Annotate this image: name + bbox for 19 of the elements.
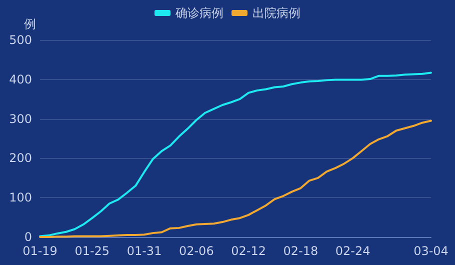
y-axis-title: 例 xyxy=(24,17,36,31)
x-tick-label: 03-04 xyxy=(414,244,448,258)
y-tick-label: 100 xyxy=(9,190,32,205)
x-tick-label: 01-19 xyxy=(22,244,58,258)
y-tick-label: 200 xyxy=(9,151,32,166)
y-tick-label: 500 xyxy=(9,33,32,47)
legend-label: 确诊病例 xyxy=(174,6,224,20)
y-tick-label: 0 xyxy=(24,230,32,244)
x-tick-label: 02-18 xyxy=(283,244,318,258)
x-tick-label: 02-24 xyxy=(335,244,370,258)
x-tick-label: 02-06 xyxy=(178,244,214,258)
x-tick-label: 01-25 xyxy=(74,244,110,258)
legend-label: 出院病例 xyxy=(252,6,300,20)
line-series xyxy=(39,72,432,238)
line-series xyxy=(39,120,432,238)
y-tick-label: 400 xyxy=(9,72,32,86)
x-tick-label: 01-31 xyxy=(126,244,162,258)
y-tick-label: 300 xyxy=(9,112,32,126)
x-tick-label: 02-12 xyxy=(231,244,266,258)
